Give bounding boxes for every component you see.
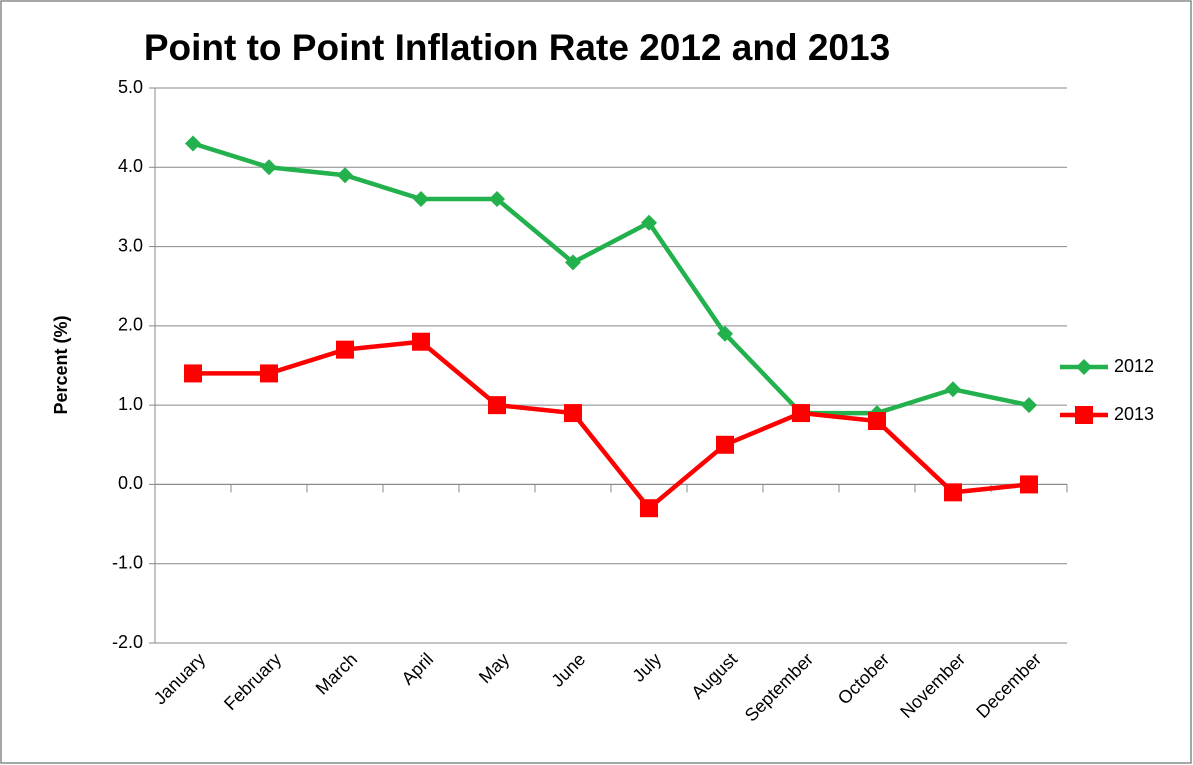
- y-axis-label: Percent (%): [51, 315, 71, 414]
- marker: [641, 214, 657, 231]
- marker: [868, 412, 886, 430]
- marker: [640, 499, 658, 518]
- series-line: [193, 339, 1030, 512]
- marker: [260, 364, 278, 383]
- y-tick-label: -1.0: [112, 552, 143, 572]
- marker: [565, 254, 581, 271]
- legend-label: 2012: [1114, 356, 1154, 376]
- y-tick-label: 1.0: [118, 394, 143, 414]
- y-tick-label: 5.0: [118, 77, 143, 97]
- y-tick-label: 0.0: [118, 473, 143, 493]
- marker: [944, 483, 962, 502]
- marker: [336, 340, 354, 359]
- marker: [945, 381, 961, 398]
- marker: [792, 404, 810, 423]
- marker: [488, 396, 506, 415]
- marker: [564, 404, 582, 423]
- marker: [1076, 359, 1092, 375]
- marker: [412, 332, 430, 351]
- marker: [1021, 397, 1037, 414]
- marker: [337, 167, 353, 184]
- marker: [185, 135, 201, 152]
- y-tick-label: 2.0: [118, 315, 143, 335]
- series-line: [192, 141, 1030, 416]
- marker: [717, 325, 733, 342]
- chart-title: Point to Point Inflation Rate 2012 and 2…: [144, 27, 890, 68]
- marker: [261, 159, 277, 176]
- y-tick-label: 4.0: [118, 156, 143, 176]
- legend-label: 2013: [1114, 404, 1154, 424]
- y-tick-label: 3.0: [118, 235, 143, 255]
- marker: [716, 435, 734, 454]
- marker: [184, 364, 202, 383]
- marker: [413, 191, 429, 207]
- marker: [1020, 475, 1038, 494]
- marker: [489, 191, 505, 207]
- y-tick-label: -2.0: [112, 632, 143, 652]
- marker: [1075, 406, 1093, 424]
